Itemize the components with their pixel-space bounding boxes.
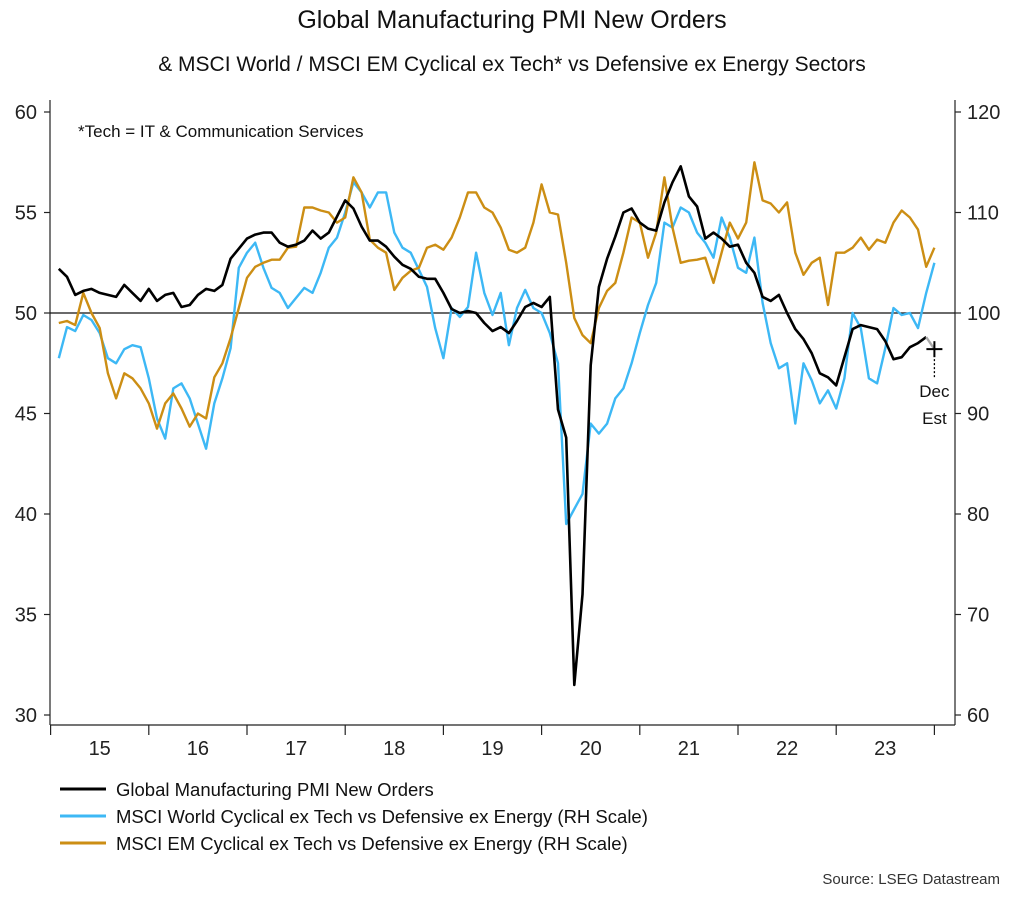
x-tick-label: 23 (874, 738, 896, 760)
chart-subtitle: & MSCI World / MSCI EM Cyclical ex Tech*… (158, 53, 866, 76)
legend-label-pmi: Global Manufacturing PMI New Orders (116, 779, 434, 800)
right-tick-label: 100 (967, 303, 1000, 325)
right-tick-label: 60 (967, 705, 989, 727)
left-tick-label: 55 (15, 203, 37, 225)
right-tick-label: 70 (967, 605, 989, 627)
left-tick-label: 60 (15, 102, 37, 124)
right-tick-label: 120 (967, 102, 1000, 124)
x-tick-label: 20 (580, 738, 602, 760)
legend: Global Manufacturing PMI New Orders MSCI… (60, 779, 648, 854)
x-tick-label: 22 (776, 738, 798, 760)
x-tick-label: 19 (481, 738, 503, 760)
chart-title: Global Manufacturing PMI New Orders (297, 6, 726, 34)
footnote-annotation: *Tech = IT & Communication Services (78, 122, 364, 141)
x-tick-label: 17 (285, 738, 307, 760)
series-group (57, 161, 936, 687)
left-tick-label: 30 (15, 705, 37, 727)
right-tick-label: 90 (967, 404, 989, 426)
annotation-est: Est (922, 409, 947, 428)
x-tick-label: 16 (187, 738, 209, 760)
x-tick-label: 15 (89, 738, 111, 760)
left-tick-label: 40 (15, 504, 37, 526)
left-tick-label: 45 (15, 404, 37, 426)
right-tick-label: 80 (967, 504, 989, 526)
world-cyclical-defensive-line (57, 181, 936, 526)
ticks: 30 35 40 45 50 55 60 60 70 80 90 100 110 120 15 16 17 18 1… (15, 102, 1001, 760)
estimate-connector (925, 336, 936, 350)
em-cyclical-defensive-line (58, 161, 936, 430)
right-tick-label: 110 (967, 203, 999, 225)
dec-estimate-marker (925, 336, 943, 380)
left-tick-label: 50 (15, 303, 37, 325)
x-tick-label: 18 (383, 738, 405, 760)
axes (49, 100, 956, 726)
annotation-dec: Dec (919, 382, 950, 401)
source-label: Source: LSEG Datastream (822, 871, 1000, 888)
left-tick-label: 35 (15, 605, 37, 627)
legend-label-world: MSCI World Cyclical ex Tech vs Defensive… (116, 806, 648, 827)
pmi-line (57, 165, 927, 687)
x-tick-label: 21 (678, 738, 700, 760)
legend-label-em: MSCI EM Cyclical ex Tech vs Defensive ex… (116, 833, 628, 854)
